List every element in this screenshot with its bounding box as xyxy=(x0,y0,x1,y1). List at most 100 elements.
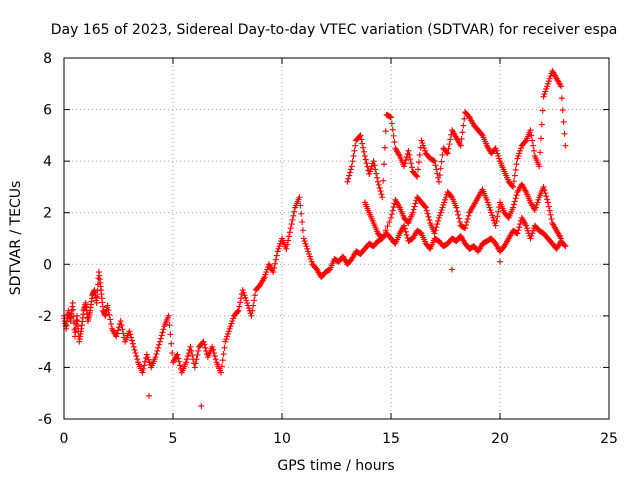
data-point xyxy=(494,213,501,220)
data-point xyxy=(517,147,524,154)
data-point xyxy=(534,199,541,206)
data-point xyxy=(381,144,388,151)
data-point xyxy=(156,341,163,348)
x-tick-label: 0 xyxy=(60,431,69,447)
data-point xyxy=(463,218,470,225)
data-point xyxy=(119,326,126,333)
data-point xyxy=(347,169,354,176)
data-point xyxy=(539,107,546,114)
data-point xyxy=(378,234,385,241)
data-point xyxy=(301,238,308,245)
data-point xyxy=(350,152,357,159)
data-point xyxy=(381,161,388,168)
data-point xyxy=(248,312,255,319)
data-point xyxy=(244,302,251,309)
data-point xyxy=(458,135,465,142)
data-point xyxy=(359,140,366,147)
data-point xyxy=(134,356,141,363)
data-point xyxy=(357,132,364,139)
data-point xyxy=(441,199,448,206)
data-point xyxy=(193,356,200,363)
data-point xyxy=(237,299,244,306)
data-point xyxy=(465,212,472,219)
data-point xyxy=(287,225,294,232)
data-point xyxy=(495,208,502,215)
data-point xyxy=(274,248,281,255)
y-tick-label: 6 xyxy=(43,103,52,119)
data-point xyxy=(510,178,517,185)
data-point xyxy=(165,312,172,319)
data-point xyxy=(560,118,567,125)
data-point xyxy=(543,85,550,92)
data-point xyxy=(244,299,251,306)
data-point xyxy=(422,147,429,154)
data-point xyxy=(223,336,230,343)
data-point xyxy=(275,245,282,252)
data-point xyxy=(536,163,543,170)
y-tick-label: 0 xyxy=(43,257,52,273)
data-point xyxy=(126,328,133,335)
data-point xyxy=(511,198,518,205)
data-point xyxy=(360,144,367,151)
data-point xyxy=(226,325,233,332)
y-tick-label: 8 xyxy=(43,51,52,67)
data-point xyxy=(439,204,446,211)
data-point xyxy=(459,129,466,136)
data-point xyxy=(512,166,519,173)
data-point xyxy=(561,242,568,249)
data-point xyxy=(263,269,270,276)
data-point xyxy=(448,193,455,200)
data-point xyxy=(108,321,115,328)
data-point xyxy=(117,318,124,325)
data-point xyxy=(290,212,297,219)
data-point xyxy=(562,243,569,250)
data-point xyxy=(388,114,394,121)
data-point xyxy=(529,230,536,237)
data-point xyxy=(224,330,231,337)
data-point xyxy=(462,222,469,229)
data-point xyxy=(384,223,391,230)
data-point xyxy=(251,292,258,299)
data-point xyxy=(211,353,218,360)
data-point xyxy=(529,137,536,144)
data-point xyxy=(403,231,410,238)
data-point xyxy=(129,337,136,344)
data-point xyxy=(245,305,252,312)
data-point xyxy=(438,158,445,165)
data-point xyxy=(236,303,243,310)
data-point xyxy=(524,225,531,232)
data-point xyxy=(167,331,174,338)
data-point xyxy=(561,130,568,137)
data-point xyxy=(453,204,460,211)
data-point xyxy=(401,160,408,167)
data-point xyxy=(118,322,125,329)
data-point xyxy=(390,204,397,211)
data-point xyxy=(433,166,440,173)
data-point xyxy=(516,150,523,157)
data-point xyxy=(432,162,439,169)
data-point xyxy=(460,122,467,129)
data-point xyxy=(210,349,217,356)
data-point xyxy=(276,243,283,250)
data-point xyxy=(464,215,471,222)
data-point xyxy=(306,250,313,257)
data-point xyxy=(106,311,113,318)
data-point xyxy=(406,151,413,158)
data-point xyxy=(447,136,454,143)
data-point xyxy=(222,338,229,345)
data-point xyxy=(131,346,138,353)
data-point xyxy=(105,307,112,314)
data-point xyxy=(156,338,163,345)
data-point xyxy=(442,194,449,201)
data-point xyxy=(431,158,438,165)
data-point xyxy=(189,352,196,359)
data-point xyxy=(512,195,519,202)
data-point xyxy=(544,83,551,90)
x-tick-label: 25 xyxy=(600,431,618,447)
data-point xyxy=(183,356,190,363)
data-point xyxy=(408,160,415,167)
data-point xyxy=(145,356,152,363)
data-point xyxy=(426,216,433,223)
data-point xyxy=(540,93,547,100)
